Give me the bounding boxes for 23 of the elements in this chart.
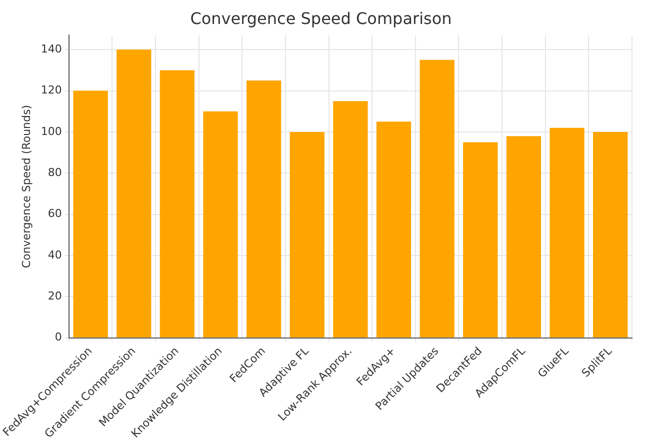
bar <box>290 132 324 338</box>
bar <box>73 90 108 338</box>
y-tick-label: 40 <box>48 248 62 262</box>
bar <box>593 132 628 338</box>
y-tick-label: 20 <box>48 290 62 303</box>
bar <box>376 122 412 338</box>
y-tick-label: 0 <box>54 330 62 344</box>
bar <box>463 142 498 338</box>
y-tick-label: 120 <box>40 84 62 97</box>
bar <box>246 80 282 338</box>
y-axis-title: Convergence Speed (Rounds) <box>20 104 34 268</box>
bar <box>116 50 152 338</box>
y-tick-label: 140 <box>40 42 62 56</box>
y-tick-label: 100 <box>40 124 62 138</box>
bar <box>203 111 238 338</box>
y-tick-label: 80 <box>48 166 62 180</box>
y-tick-label: 60 <box>48 207 62 220</box>
bar <box>160 70 195 338</box>
bar <box>550 128 584 338</box>
bar <box>420 60 454 338</box>
chart-title: Convergence Speed Comparison <box>190 8 452 28</box>
bar <box>333 101 368 338</box>
bar <box>506 136 542 338</box>
